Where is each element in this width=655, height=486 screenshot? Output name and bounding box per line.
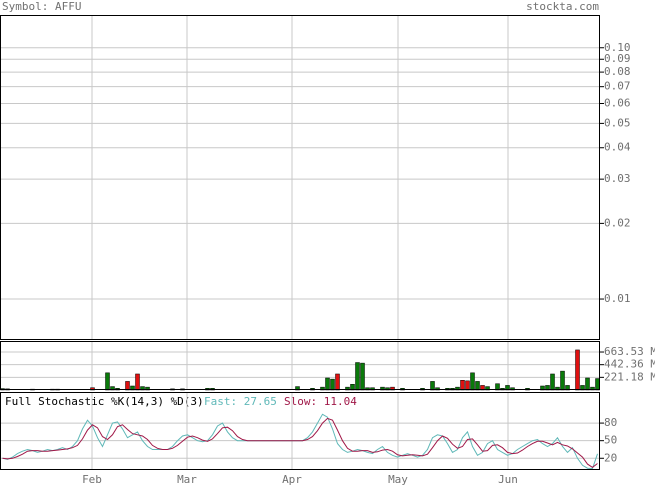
volume-bar	[475, 381, 480, 391]
panel-frame	[0, 392, 600, 470]
stochastic-line	[2, 417, 598, 469]
volume-bar	[325, 377, 330, 391]
y-tick-label: 0.01	[604, 292, 631, 305]
volume-bar	[335, 373, 340, 391]
y-tick-label: 0.02	[604, 216, 631, 229]
x-tick-label: Jun	[498, 473, 518, 486]
volume-bar	[135, 373, 140, 391]
volume-bar	[550, 373, 555, 391]
x-tick-label: Feb	[82, 473, 102, 486]
volume-bar	[575, 349, 580, 391]
x-tick-label: Apr	[282, 473, 302, 486]
volume-bar	[460, 380, 465, 391]
symbol: Symbol: AFFU	[2, 0, 81, 13]
volume-bar	[105, 372, 110, 391]
y-tick-label: 0.10	[604, 41, 631, 54]
y-tick-label: 0.06	[604, 96, 631, 109]
volume-bar	[355, 362, 360, 391]
volume-bar	[465, 380, 470, 391]
slow-value: 11.04	[324, 395, 357, 408]
y-tick-label: 0.04	[604, 141, 631, 154]
y-tick-label: 442.36 M	[604, 358, 655, 371]
fast-name: Fast:	[204, 395, 237, 408]
slow-name: Slow:	[284, 395, 317, 408]
volume-bar	[585, 377, 590, 391]
stochastic-title: Full Stochastic %K(14,3) %D(3)	[5, 395, 204, 408]
fast-value: 27.65	[244, 395, 277, 408]
volume-bar	[595, 378, 600, 391]
y-tick-label: 221.18 M	[604, 370, 655, 383]
y-tick-label: 80	[604, 416, 617, 429]
slow-label: Slow: 11.04	[284, 395, 357, 408]
y-tick-label: 0.07	[604, 80, 631, 93]
y-tick-label: 0.09	[604, 52, 631, 65]
volume-bar	[360, 362, 365, 391]
x-tick-label: Mar	[177, 473, 197, 486]
volume-bar	[125, 381, 130, 391]
panel-frame	[0, 15, 600, 340]
volume-bar	[430, 381, 435, 391]
panel-frame	[0, 341, 600, 390]
volume-bar	[470, 372, 475, 391]
fast-label: Fast: 27.65	[204, 395, 277, 408]
source: stockta.com	[526, 0, 599, 13]
y-tick-label: 0.08	[604, 65, 631, 78]
volume-bar	[560, 370, 565, 391]
y-tick-label: 0.05	[604, 116, 631, 129]
y-tick-label: 0.03	[604, 172, 631, 185]
volume-bar	[330, 378, 335, 391]
x-tick-label: May	[388, 473, 408, 486]
y-tick-label: 663.53 M	[604, 345, 655, 358]
y-tick-label: 50	[604, 434, 617, 447]
y-tick-label: 20	[604, 451, 617, 464]
